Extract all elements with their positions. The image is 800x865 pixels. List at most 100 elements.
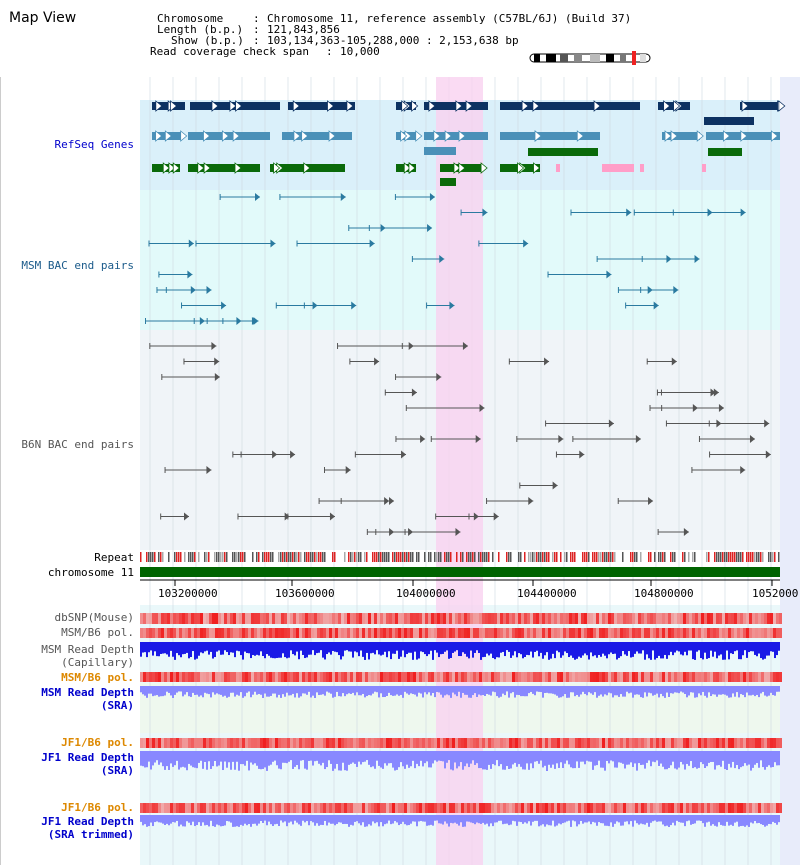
heat-cell [590,672,593,682]
track-label-jf1-b6-pol-trim[interactable]: JF1/B6 pol. [61,801,134,814]
depth-bar [778,642,780,651]
depth-bar [514,642,516,652]
heat-cell [500,628,503,638]
depth-bar [732,815,734,826]
track-label-jf1-depth-trim[interactable]: JF1 Read Depth [41,815,134,828]
depth-bar [722,751,724,761]
heat-cell [455,613,458,624]
track-label-msm-b6-pol-sra[interactable]: MSM/B6 pol. [61,671,134,684]
depth-bar [292,686,294,694]
depth-bar [306,815,308,822]
heat-cell [509,672,512,682]
depth-bar [542,815,544,825]
repeat-mark [754,552,756,562]
heat-cell [764,803,767,813]
heat-cell [545,803,548,813]
bac-pair-end [647,286,653,294]
depth-bar [432,815,434,826]
gene-exon [662,132,700,140]
depth-bar [206,642,208,651]
heat-cell [779,628,782,638]
depth-bar [404,751,406,769]
heat-cell [611,672,614,682]
depth-bar [548,815,550,826]
depth-bar [182,751,184,767]
repeat-mark [574,552,576,562]
chromosome-ideogram[interactable] [528,50,654,66]
heat-cell [515,628,518,638]
depth-bar [358,815,360,824]
depth-bar [458,686,460,692]
depth-bar [610,686,612,694]
heat-cell [200,628,203,638]
heat-cell [473,613,476,624]
depth-bar [742,642,744,656]
depth-bar [376,815,378,823]
track-label-b6n-bac[interactable]: B6N BAC end pairs [21,438,134,451]
heat-cell [176,628,179,638]
heat-cell [428,628,431,638]
heat-cell [551,628,554,638]
depth-bar [548,686,550,694]
depth-bar [366,751,368,761]
heat-cell [608,628,611,638]
depth-bar [620,751,622,763]
heat-cell [269,613,272,624]
heat-cell [572,738,575,748]
repeat-mark [178,552,180,562]
coverage-sep: : [326,45,340,58]
depth-bar [510,815,512,825]
heat-cell [329,738,332,748]
repeat-mark [218,552,220,562]
heat-cell [236,672,239,682]
heat-cell [473,672,476,682]
heat-cell [239,628,242,638]
depth-bar [542,686,544,698]
depth-bar [438,815,440,824]
heat-cell [425,613,428,624]
track-label-msm-b6-pol[interactable]: MSM/B6 pol. [61,626,134,639]
heat-cell [734,628,737,638]
track-label-msm-bac[interactable]: MSM BAC end pairs [21,259,134,272]
depth-bar [354,642,356,652]
repeat-mark [404,552,406,562]
track-label-dbsnp[interactable]: dbSNP(Mouse) [54,611,134,624]
heat-cell [341,672,344,682]
track-label-jf1-depth[interactable]: JF1 Read Depth [41,751,134,764]
bac-pair-end [374,357,380,366]
depth-bar [624,751,626,769]
depth-bar [586,686,588,696]
heat-cell [494,803,497,813]
track-label-repeat[interactable]: Repeat [94,551,134,564]
depth-bar [666,751,668,770]
track-label-msm-depth-sra[interactable]: MSM Read Depth [41,686,134,699]
depth-bar [592,686,594,695]
depth-bar [626,815,628,822]
depth-bar [554,642,556,659]
depth-bar [362,642,364,657]
track-label-refseq[interactable]: RefSeq Genes [54,138,134,151]
heat-cell [599,613,602,624]
heat-cell [641,672,644,682]
heat-cell [737,628,740,638]
track-label-msm-depth-capillary[interactable]: MSM Read Depth [41,643,134,656]
depth-bar [574,815,576,822]
heat-cell [677,672,680,682]
depth-bar [704,815,706,827]
depth-bar [296,642,298,652]
depth-bar [516,815,518,826]
heat-cell [458,803,461,813]
heat-cell [218,613,221,624]
depth-bar [624,686,626,697]
track-label-chromosome[interactable]: chromosome 11 [47,566,134,579]
bac-pair-end [384,497,390,505]
heat-cell [755,628,758,638]
depth-bar [398,686,400,696]
depth-bar [352,751,354,763]
heat-cell [671,672,674,682]
heat-cell [776,628,779,638]
heat-cell [323,613,326,624]
depth-bar [576,642,578,659]
track-label-jf1-b6-pol[interactable]: JF1/B6 pol. [61,736,134,749]
